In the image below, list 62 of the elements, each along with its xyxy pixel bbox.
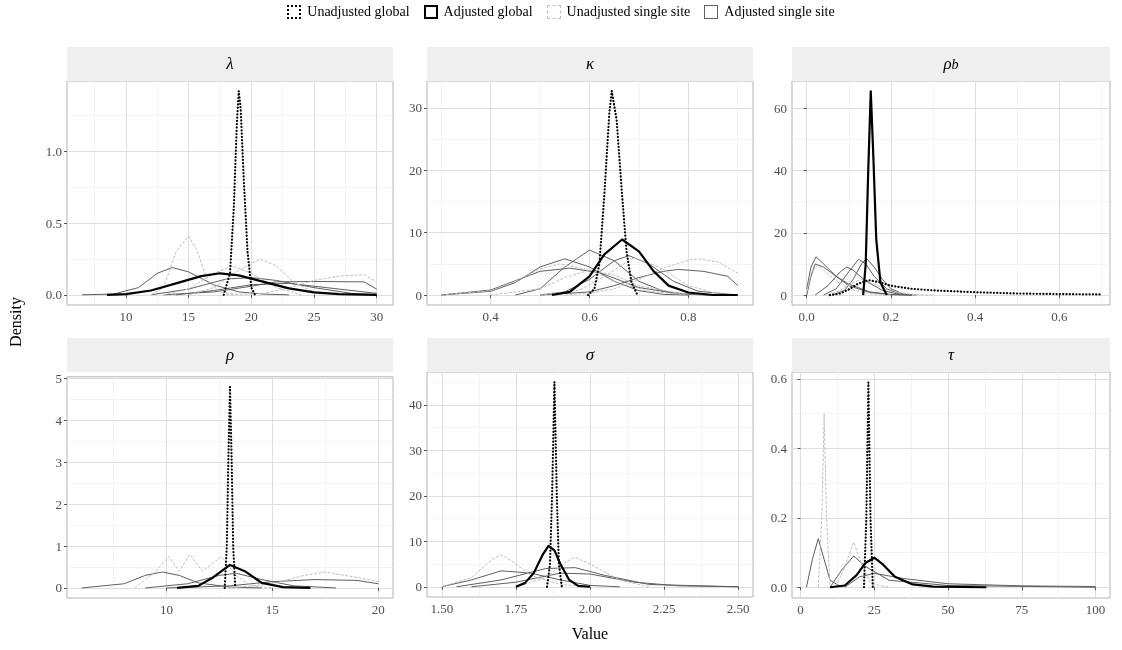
y-tick-label: 40 bbox=[774, 163, 787, 179]
y-tick-label: 1.0 bbox=[45, 143, 62, 159]
y-tick-label: 0.0 bbox=[45, 287, 62, 303]
y-tick-label: 5 bbox=[55, 371, 62, 386]
y-tick-label: 1 bbox=[55, 538, 62, 554]
x-tick-label: 30 bbox=[370, 309, 384, 324]
x-tick-label: 0.0 bbox=[798, 309, 815, 324]
chart-title: λ bbox=[67, 47, 393, 81]
y-tick-label: 40 bbox=[409, 397, 422, 413]
x-tick-label: 2.00 bbox=[578, 601, 602, 616]
y-tick-label: 4 bbox=[55, 412, 63, 428]
x-tick-label: 100 bbox=[1085, 602, 1106, 617]
x-tick-label: 10 bbox=[119, 309, 133, 324]
chart-title: κ bbox=[427, 47, 753, 81]
chart-title: ρ bbox=[67, 338, 393, 372]
y-tick-label: 0 bbox=[415, 287, 422, 303]
x-axis-title: Value bbox=[571, 624, 609, 642]
chart-title: τ bbox=[792, 338, 1110, 372]
y-tick-label: 2 bbox=[55, 496, 62, 512]
chart-title: σ bbox=[427, 338, 753, 372]
x-tick-label: 2.25 bbox=[652, 601, 676, 616]
legend-label: Unadjusted global bbox=[307, 4, 410, 20]
y-tick-label: 0.6 bbox=[770, 371, 788, 387]
x-tick-label: 0 bbox=[797, 602, 804, 617]
y-tick-label: 0 bbox=[55, 580, 62, 596]
y-tick-label: 20 bbox=[409, 162, 422, 178]
y-tick-label: 20 bbox=[409, 488, 422, 504]
y-axis-title: Density bbox=[7, 297, 24, 347]
x-tick-label: 15 bbox=[182, 309, 196, 324]
x-tick-label: 20 bbox=[244, 309, 258, 324]
x-tick-label: 20 bbox=[371, 602, 385, 617]
y-tick-label: 30 bbox=[409, 442, 422, 458]
x-tick-label: 75 bbox=[1015, 602, 1029, 617]
legend-label: Adjusted single site bbox=[724, 4, 835, 20]
y-tick-label: 0.4 bbox=[770, 440, 788, 456]
y-tick-label: 0.5 bbox=[45, 215, 62, 231]
y-tick-label: 30 bbox=[409, 100, 422, 116]
x-tick-label: 25 bbox=[307, 309, 321, 324]
y-tick-label: 3 bbox=[55, 454, 62, 470]
x-tick-label: 0.6 bbox=[1051, 309, 1069, 324]
y-tick-label: 20 bbox=[774, 225, 787, 241]
legend-label: Unadjusted single site bbox=[566, 4, 691, 20]
x-tick-label: 1.75 bbox=[504, 601, 528, 616]
x-tick-label: 0.8 bbox=[680, 309, 697, 324]
y-tick-label: 10 bbox=[409, 533, 422, 549]
y-tick-label: 0.2 bbox=[770, 510, 787, 526]
y-tick-label: 60 bbox=[774, 100, 787, 116]
legend-label: Adjusted global bbox=[443, 4, 533, 20]
x-tick-label: 50 bbox=[941, 602, 955, 617]
x-tick-label: 10 bbox=[159, 602, 173, 617]
y-tick-label: 10 bbox=[409, 225, 422, 241]
x-tick-label: 2.50 bbox=[726, 601, 750, 616]
x-tick-label: 0.4 bbox=[482, 309, 500, 324]
x-tick-label: 0.4 bbox=[967, 309, 984, 324]
y-tick-label: 0 bbox=[780, 287, 787, 303]
x-tick-label: 0.6 bbox=[581, 309, 599, 324]
x-tick-label: 0.2 bbox=[882, 309, 900, 324]
x-tick-label: 15 bbox=[265, 602, 279, 617]
y-tick-label: 0 bbox=[415, 579, 422, 595]
y-tick-label: 0.0 bbox=[770, 579, 787, 595]
x-tick-label: 25 bbox=[867, 602, 881, 617]
x-tick-label: 1.50 bbox=[430, 601, 454, 616]
